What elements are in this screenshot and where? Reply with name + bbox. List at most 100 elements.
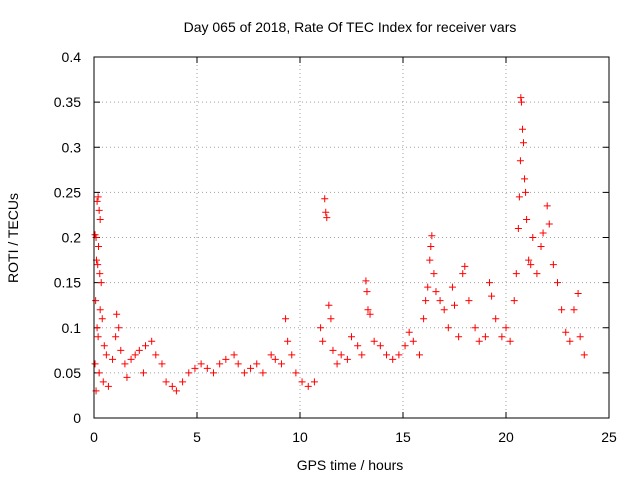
data-point — [127, 355, 135, 363]
data-point — [253, 360, 261, 368]
data-point — [510, 297, 518, 305]
data-point — [465, 297, 473, 305]
data-point — [481, 333, 489, 341]
y-tick-label: 0.05 — [54, 365, 81, 381]
data-point — [148, 337, 156, 345]
data-point — [498, 333, 506, 341]
data-point — [383, 351, 391, 359]
data-point — [363, 288, 371, 296]
y-tick-label: 0 — [73, 410, 81, 426]
data-point — [102, 351, 110, 359]
data-point — [533, 270, 541, 278]
x-tick-label: 10 — [292, 429, 308, 445]
data-point — [96, 270, 104, 278]
data-point — [520, 139, 528, 147]
data-point — [323, 214, 331, 222]
data-point — [405, 328, 413, 336]
data-point — [471, 324, 479, 332]
y-tick-label: 0.3 — [62, 139, 82, 155]
data-point — [428, 232, 436, 240]
data-point — [562, 328, 570, 336]
data-point — [109, 355, 117, 363]
data-point — [117, 346, 125, 354]
data-point — [424, 283, 432, 291]
data-point — [304, 382, 312, 390]
data-point — [517, 94, 525, 102]
data-point — [93, 197, 101, 205]
data-point — [512, 270, 520, 278]
data-point — [179, 378, 187, 386]
data-point — [515, 193, 523, 201]
data-point — [580, 351, 588, 359]
data-point — [354, 342, 362, 350]
data-point — [488, 292, 496, 300]
plot-frame — [93, 56, 610, 419]
data-point — [292, 369, 300, 377]
data-point — [537, 243, 545, 251]
data-point — [99, 378, 107, 386]
data-point — [95, 243, 103, 251]
data-point — [420, 315, 428, 323]
data-point — [475, 337, 483, 345]
data-point — [517, 98, 525, 106]
data-point — [492, 315, 500, 323]
data-point — [216, 360, 224, 368]
x-tick-label: 0 — [90, 429, 98, 445]
data-point — [376, 342, 384, 350]
data-point — [94, 193, 102, 201]
data-point — [282, 315, 290, 323]
data-point — [539, 229, 547, 237]
data-point — [121, 360, 129, 368]
data-point — [271, 355, 279, 363]
data-point — [197, 360, 205, 368]
data-point — [426, 256, 434, 264]
data-point — [298, 378, 306, 386]
data-point — [337, 351, 345, 359]
data-point — [358, 351, 366, 359]
data-point — [94, 333, 102, 341]
data-point — [436, 297, 444, 305]
grid-lines — [94, 57, 609, 418]
y-tick-label: 0.4 — [62, 49, 82, 65]
data-point — [158, 360, 166, 368]
x-axis-label: GPS time / hours — [297, 457, 404, 473]
data-point — [554, 279, 561, 287]
data-point — [401, 342, 409, 350]
data-point — [95, 369, 103, 377]
data-point — [247, 364, 255, 372]
data-point — [96, 215, 104, 223]
data-point — [259, 369, 267, 377]
data-point — [362, 277, 370, 285]
data-point — [395, 351, 403, 359]
data-point — [240, 369, 248, 377]
data-point — [321, 195, 329, 203]
data-point — [277, 360, 285, 368]
data-point — [230, 351, 238, 359]
chart-title: Day 065 of 2018, Rate Of TEC Index for r… — [184, 19, 517, 35]
data-point — [333, 360, 341, 368]
data-point — [459, 270, 467, 278]
data-point — [364, 306, 372, 314]
y-tick-label: 0.1 — [62, 320, 82, 336]
data-point — [448, 283, 456, 291]
data-point — [455, 333, 463, 341]
data-point — [527, 261, 535, 269]
data-point — [525, 256, 533, 264]
data-point — [91, 360, 99, 368]
data-point — [523, 215, 531, 223]
data-point — [514, 224, 522, 232]
data-point — [222, 355, 230, 363]
data-point — [185, 369, 193, 377]
data-point — [444, 324, 452, 332]
data-point — [430, 270, 438, 278]
data-point — [409, 337, 417, 345]
data-point — [543, 202, 551, 210]
y-tick-label: 0.25 — [54, 184, 81, 200]
data-point — [115, 324, 123, 332]
data-point — [415, 351, 423, 359]
x-tick-label: 25 — [601, 429, 617, 445]
data-point — [576, 333, 584, 341]
y-tick-label: 0.35 — [54, 94, 81, 110]
data-point — [422, 297, 430, 305]
